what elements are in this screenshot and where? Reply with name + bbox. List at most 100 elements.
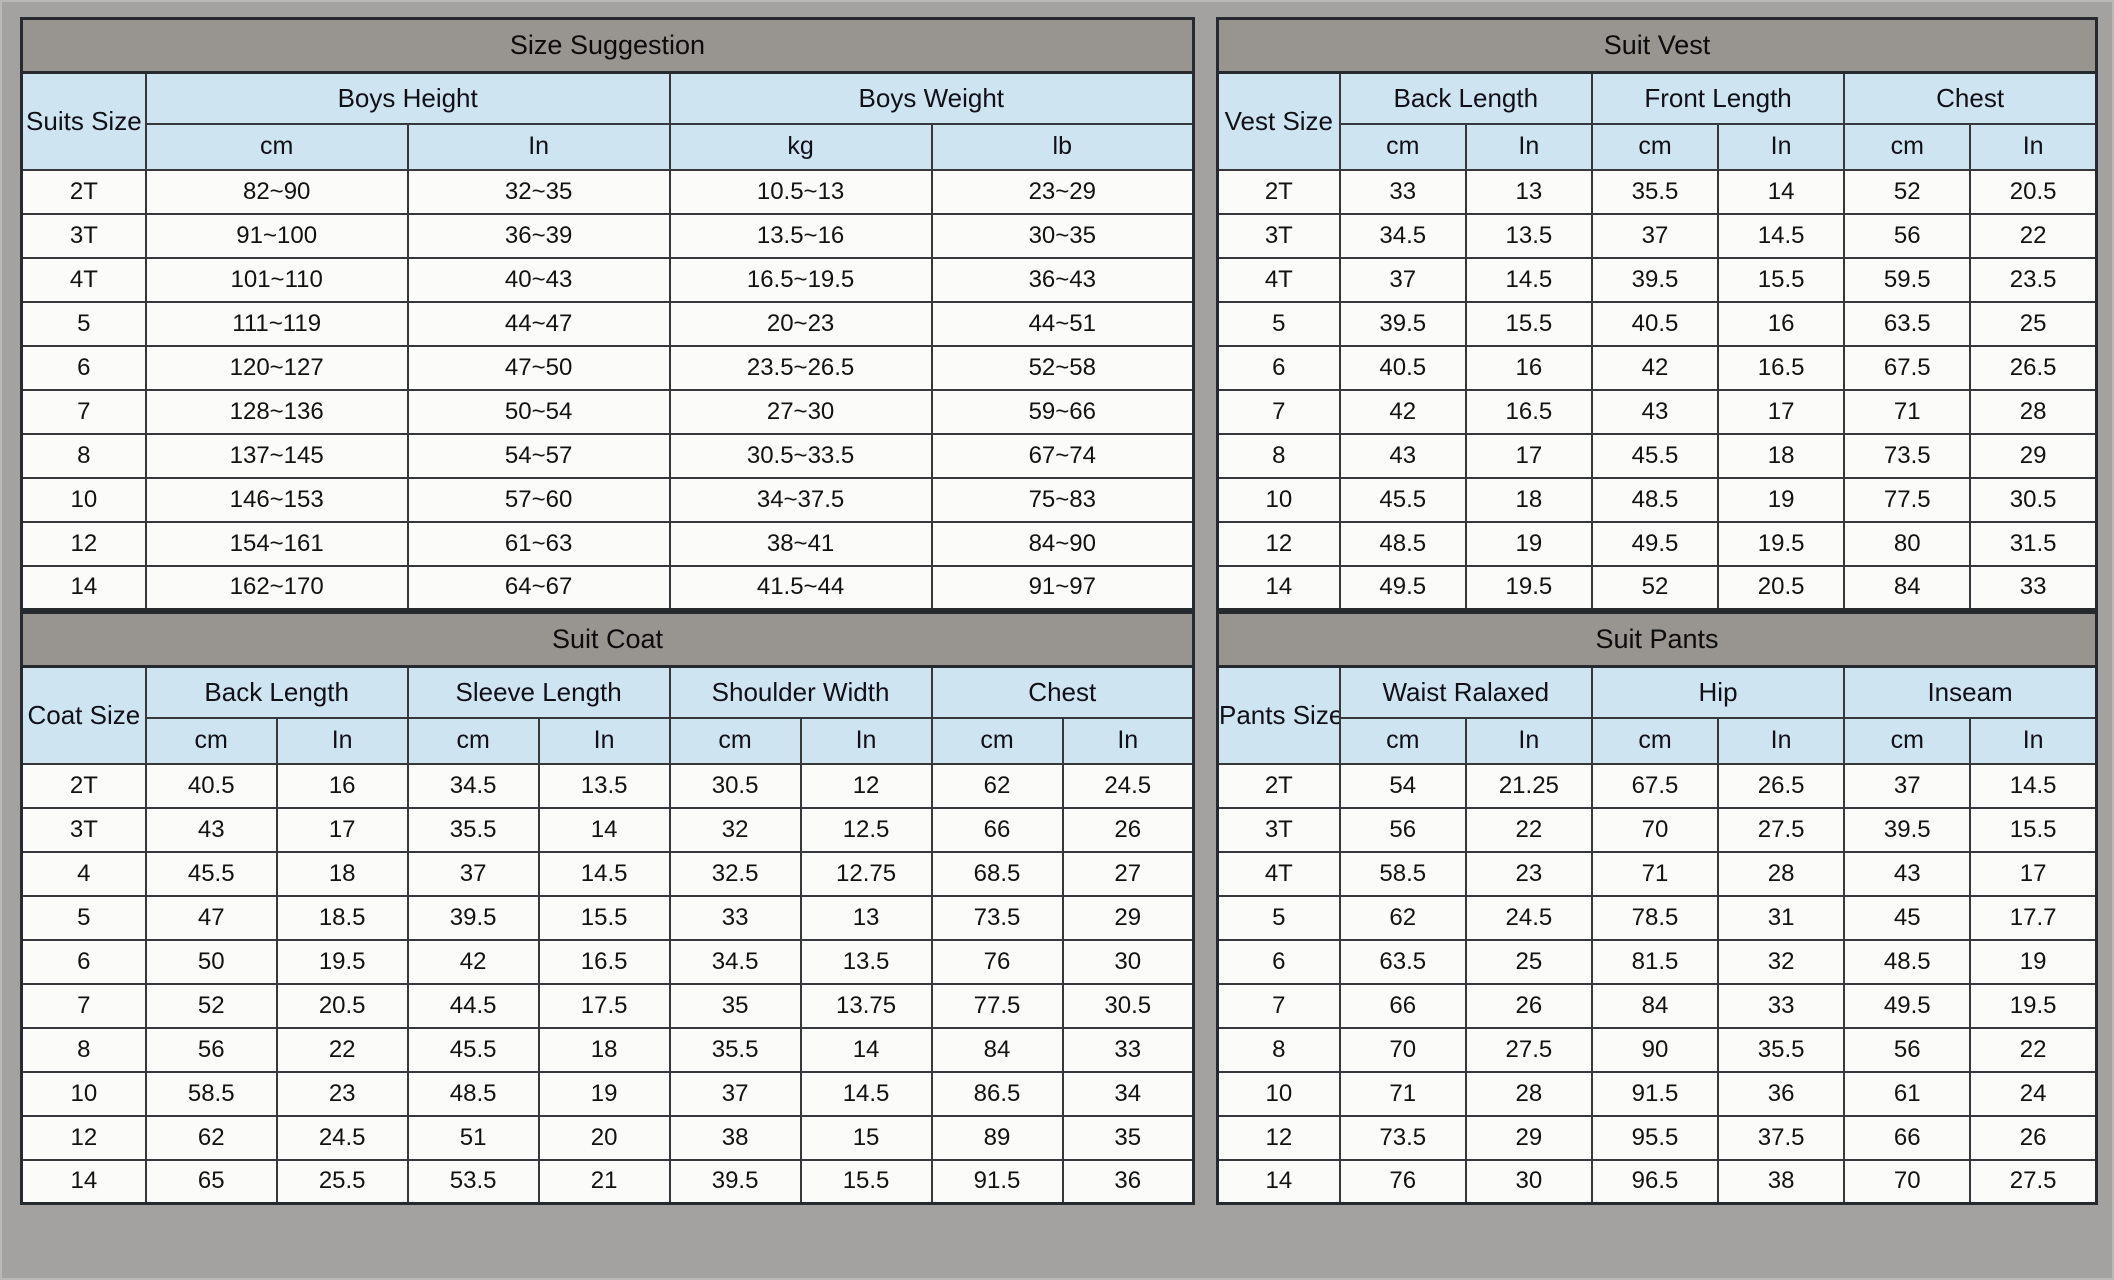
value-cell: 47 — [144, 894, 278, 941]
value-cell: 62 — [930, 762, 1064, 809]
value-cell: 39.5 — [1843, 806, 1972, 853]
value-cell: 40~43 — [406, 256, 671, 303]
value-cell: 14.5 — [537, 850, 671, 897]
value-cell: 19 — [1464, 520, 1593, 567]
value-cell: 43 — [1590, 388, 1720, 435]
value-cell: 19 — [1969, 938, 2098, 985]
unit-header: cm — [1590, 122, 1720, 171]
value-cell: 16 — [1464, 344, 1593, 391]
value-cell: 39.5 — [406, 894, 540, 941]
suit-pants-table-host: Pants Size Waist Ralaxed Hip Inseam cm In cm In… — [1216, 665, 2098, 1205]
value-cell: 45 — [1843, 894, 1972, 941]
value-cell: 16 — [275, 762, 409, 809]
value-cell: 34.5 — [1338, 212, 1467, 259]
value-cell: 30 — [1464, 1158, 1593, 1205]
table-row: 6 120~127 47~50 23.5~26.5 52~58 — [20, 344, 1195, 391]
table-row: 6 40.5 16 42 16.5 67.5 26.5 — [1216, 344, 2098, 391]
value-cell: 14 — [537, 806, 671, 853]
value-cell: 45.5 — [1338, 476, 1467, 523]
size-cell: 4T — [1216, 850, 1341, 897]
value-cell: 25 — [1464, 938, 1593, 985]
table-row: 3T 43 17 35.5 14 32 12.5 66 26 — [20, 806, 1195, 853]
value-cell: 22 — [1464, 806, 1593, 853]
unit-header: kg — [668, 122, 933, 171]
table-row: 12 73.5 29 95.5 37.5 66 26 — [1216, 1114, 2098, 1161]
size-cell: 10 — [20, 476, 147, 523]
value-cell: 91~100 — [144, 212, 409, 259]
value-cell: 24.5 — [275, 1114, 409, 1161]
table-row: 5 111~119 44~47 20~23 44~51 — [20, 300, 1195, 347]
value-cell: 67.5 — [1843, 344, 1972, 391]
table-row: 12 62 24.5 51 20 38 15 89 35 — [20, 1114, 1195, 1161]
size-cell: 14 — [20, 564, 147, 611]
unit-header: cm — [144, 716, 278, 765]
table-row: 7 66 26 84 33 49.5 19.5 — [1216, 982, 2098, 1029]
table-row: 10 58.5 23 48.5 19 37 14.5 86.5 34 — [20, 1070, 1195, 1117]
table-row: 2T 82~90 32~35 10.5~13 23~29 — [20, 168, 1195, 215]
value-cell: 32 — [1717, 938, 1846, 985]
unit-row: cm In cm In cm In — [1218, 122, 2098, 171]
value-cell: 58.5 — [1338, 850, 1467, 897]
value-cell: 30.5~33.5 — [668, 432, 933, 479]
value-cell: 14.5 — [1464, 256, 1593, 303]
suit-vest-table-host: Vest Size Back Length Front Length Chest cm I… — [1216, 71, 2098, 611]
value-cell: 56 — [1843, 1026, 1972, 1073]
value-cell: 90 — [1590, 1026, 1720, 1073]
value-cell: 59.5 — [1843, 256, 1972, 303]
value-cell: 24.5 — [1061, 762, 1195, 809]
value-cell: 19.5 — [1969, 982, 2098, 1029]
value-cell: 37 — [1590, 212, 1720, 259]
value-cell: 63.5 — [1843, 300, 1972, 347]
value-cell: 45.5 — [1590, 432, 1720, 479]
unit-header: In — [799, 716, 933, 765]
value-cell: 73.5 — [930, 894, 1064, 941]
value-cell: 18 — [537, 1026, 671, 1073]
unit-header: In — [537, 716, 671, 765]
value-cell: 61~63 — [406, 520, 671, 567]
size-cell: 12 — [1216, 520, 1341, 567]
table-row: 3T 56 22 70 27.5 39.5 15.5 — [1216, 806, 2098, 853]
value-cell: 15.5 — [537, 894, 671, 941]
value-cell: 78.5 — [1590, 894, 1720, 941]
value-cell: 128~136 — [144, 388, 409, 435]
value-cell: 38~41 — [668, 520, 933, 567]
size-cell: 10 — [20, 1070, 147, 1117]
size-column-header: Vest Size — [1216, 71, 1341, 171]
size-cell: 5 — [1216, 894, 1341, 941]
value-cell: 67.5 — [1590, 762, 1720, 809]
value-cell: 51 — [406, 1114, 540, 1161]
size-cell: 2T — [20, 762, 147, 809]
value-cell: 23 — [1464, 850, 1593, 897]
value-cell: 16.5 — [1464, 388, 1593, 435]
table-row: 10 146~153 57~60 34~37.5 75~83 — [20, 476, 1195, 523]
suit-vest-table: Vest Size Back Length Front Length Chest cm I… — [1216, 71, 2098, 611]
value-cell: 41.5~44 — [668, 564, 933, 611]
value-cell: 40.5 — [1338, 344, 1467, 391]
value-cell: 15 — [799, 1114, 933, 1161]
value-cell: 56 — [144, 1026, 278, 1073]
value-cell: 64~67 — [406, 564, 671, 611]
value-cell: 14.5 — [799, 1070, 933, 1117]
value-cell: 14.5 — [1969, 762, 2098, 809]
value-cell: 137~145 — [144, 432, 409, 479]
table-row: 2T 54 21.25 67.5 26.5 37 14.5 — [1216, 762, 2098, 809]
value-cell: 43 — [1843, 850, 1972, 897]
value-cell: 22 — [275, 1026, 409, 1073]
size-cell: 3T — [20, 212, 147, 259]
value-cell: 14.5 — [1717, 212, 1846, 259]
table-row: 14 49.5 19.5 52 20.5 84 33 — [1216, 564, 2098, 611]
value-cell: 35.5 — [406, 806, 540, 853]
value-cell: 19 — [537, 1070, 671, 1117]
value-cell: 146~153 — [144, 476, 409, 523]
value-cell: 30 — [1061, 938, 1195, 985]
value-cell: 48.5 — [406, 1070, 540, 1117]
size-cell: 4T — [1216, 256, 1341, 303]
size-cell: 6 — [20, 938, 147, 985]
table-row: 8 43 17 45.5 18 73.5 29 — [1216, 432, 2098, 479]
value-cell: 29 — [1061, 894, 1195, 941]
size-cell: 3T — [20, 806, 147, 853]
value-cell: 29 — [1464, 1114, 1593, 1161]
value-cell: 19 — [1717, 476, 1846, 523]
value-cell: 37 — [1338, 256, 1467, 303]
size-cell: 8 — [1216, 1026, 1341, 1073]
